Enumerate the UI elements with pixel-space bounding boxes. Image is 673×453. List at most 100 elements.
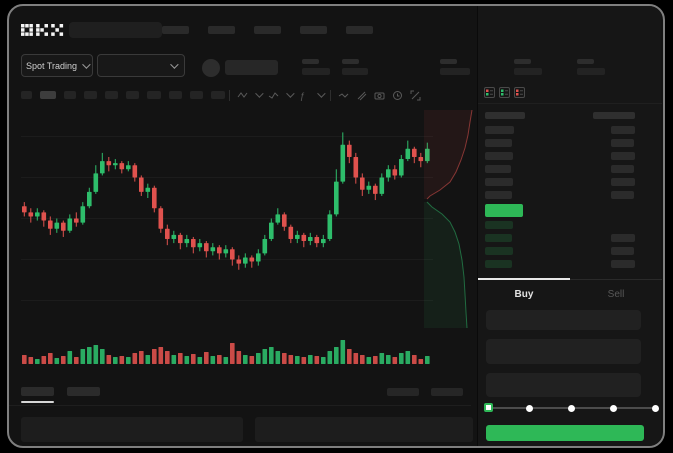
timeframe-button-10[interactable] (211, 91, 225, 99)
ask-row-3[interactable] (478, 152, 662, 160)
tab-buy[interactable]: Buy (514, 289, 534, 300)
ask-row-5[interactable] (478, 178, 662, 186)
bid-row-1[interactable] (478, 221, 662, 229)
chevron-down-icon[interactable] (255, 89, 264, 98)
compare-icon[interactable] (338, 90, 349, 101)
device-frame: Spot Trading ƒ Buy Sell (7, 4, 665, 448)
orders-table-1 (21, 417, 243, 442)
market-type-label: Spot Trading (25, 60, 78, 71)
candlestick-chart[interactable] (21, 108, 433, 372)
order-field-2[interactable] (486, 339, 641, 364)
chevron-down-icon[interactable] (286, 89, 295, 98)
nav-item-1[interactable] (162, 26, 189, 34)
line-style-icon[interactable] (237, 90, 248, 101)
nav-item-4[interactable] (300, 26, 327, 34)
stat-value-placeholder (302, 68, 330, 75)
price-placeholder (485, 178, 513, 186)
okx-logo (21, 24, 65, 42)
slider-stop-4[interactable] (609, 404, 617, 412)
amount-placeholder (611, 139, 634, 147)
nav-item-2[interactable] (208, 26, 235, 34)
orderbook-last-price (485, 204, 523, 217)
slider-stop-5[interactable] (651, 404, 659, 412)
nav-item-3[interactable] (254, 26, 281, 34)
amount-placeholder (611, 191, 634, 199)
depth-chart (424, 110, 473, 328)
svg-text:ƒ: ƒ (300, 91, 305, 101)
timeframe-button-6[interactable] (126, 91, 139, 99)
orders-tab-1[interactable] (21, 387, 54, 396)
order-form-fields (486, 310, 641, 406)
divider (9, 405, 471, 406)
slider-stop-3[interactable] (568, 404, 575, 412)
camera-icon[interactable] (374, 90, 385, 101)
trade-tabs: Buy Sell (478, 283, 662, 306)
orderbook-view-toggles (484, 87, 525, 98)
amount-placeholder (611, 234, 635, 242)
price-placeholder (485, 234, 512, 242)
pair-select[interactable] (97, 54, 185, 77)
submit-buy-button[interactable] (486, 425, 644, 441)
timeframe-button-3[interactable] (64, 91, 76, 99)
timeframe-buttons (21, 91, 225, 99)
timeframe-button-2[interactable] (40, 91, 56, 99)
timeframe-button-8[interactable] (169, 91, 182, 99)
price-placeholder (485, 260, 512, 268)
book-combined-icon[interactable] (484, 87, 495, 98)
bid-row-3[interactable] (478, 247, 662, 255)
search-input[interactable] (69, 22, 162, 38)
divider (478, 103, 662, 104)
amount-placeholder (611, 165, 634, 173)
timeframe-button-5[interactable] (105, 91, 118, 99)
timeframe-button-1[interactable] (21, 91, 32, 99)
slider-stop-2[interactable] (526, 404, 534, 412)
amount-placeholder (611, 247, 634, 255)
history-icon[interactable] (392, 90, 403, 101)
price-placeholder (485, 221, 513, 229)
ticker-stat-3 (440, 59, 470, 75)
ask-row-6[interactable] (478, 191, 662, 199)
ask-row-1[interactable] (478, 126, 662, 134)
order-field-1[interactable] (486, 310, 641, 330)
coin-icon (202, 59, 220, 77)
orders-toolbar-block-1[interactable] (387, 388, 419, 396)
price-placeholder (485, 165, 511, 173)
ask-row-2[interactable] (478, 139, 662, 147)
orders-tab-2[interactable] (67, 387, 100, 396)
ticker-stat-4 (514, 59, 542, 75)
bid-row-2[interactable] (478, 234, 662, 242)
stat-value-placeholder (342, 68, 368, 75)
chevron-down-icon[interactable] (317, 89, 326, 98)
toolbar-divider (330, 89, 331, 101)
price-placeholder (485, 247, 513, 255)
timeframe-button-9[interactable] (190, 91, 203, 99)
amount-placeholder (611, 126, 635, 134)
stat-label-placeholder (342, 59, 359, 64)
book-bids-icon[interactable] (499, 87, 510, 98)
stat-label-placeholder (514, 59, 531, 64)
nav-item-5[interactable] (346, 26, 373, 34)
order-field-3[interactable] (486, 373, 641, 397)
timeframe-button-4[interactable] (84, 91, 97, 99)
bid-row-4[interactable] (478, 260, 662, 268)
market-type-select[interactable]: Spot Trading (21, 54, 93, 77)
orders-table-2 (255, 417, 473, 442)
ask-row-4[interactable] (478, 165, 662, 173)
indicator-icon[interactable]: ƒ (299, 90, 310, 101)
tab-sell[interactable]: Sell (607, 289, 625, 300)
order-panel: Buy Sell (477, 6, 662, 446)
orders-toolbar-block-2[interactable] (431, 388, 463, 396)
draw-icon[interactable] (356, 90, 367, 101)
book-asks-icon[interactable] (514, 87, 525, 98)
stat-value-placeholder (514, 68, 542, 75)
timeframe-button-7[interactable] (147, 91, 161, 99)
top-nav (162, 26, 373, 34)
interval-style-icon[interactable] (268, 90, 279, 101)
stat-value-placeholder (577, 68, 605, 75)
stat-label-placeholder (302, 59, 319, 64)
price-placeholder (485, 152, 513, 160)
fullscreen-icon[interactable] (410, 90, 421, 101)
slider-stop-1[interactable] (483, 403, 493, 412)
orders-tab-underline (21, 401, 54, 403)
stat-value-placeholder (440, 68, 470, 75)
